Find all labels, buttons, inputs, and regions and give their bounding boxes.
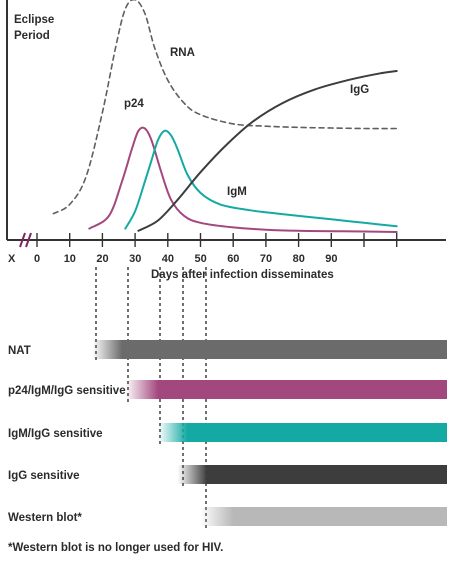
assay-bar-nat — [92, 340, 447, 359]
eclipse-period-annotation-line2: Period — [14, 30, 50, 42]
x-tick-label: 90 — [325, 253, 337, 265]
axis-break-slash — [25, 232, 32, 248]
x-tick-label: 40 — [162, 253, 174, 265]
axis-break-slash — [19, 232, 26, 248]
x-tick-label: 50 — [195, 253, 207, 265]
assay-label: p24/IgM/IgG sensitive — [8, 385, 126, 397]
x-tick-label: X — [8, 253, 16, 265]
assay-label: Western blot* — [8, 512, 82, 524]
x-tick-label: 20 — [96, 253, 108, 265]
x-tick-label: 80 — [293, 253, 305, 265]
rna-series-label: RNA — [170, 47, 195, 59]
igm-series-line — [124, 129, 398, 230]
x-axis-ticks — [36, 233, 398, 247]
x-axis-title: Days after infection disseminates — [151, 269, 334, 281]
assay-detection-bars: NAT p24/IgM/IgG sensitive IgM/IgG sensitiv… — [8, 340, 448, 526]
footnote: *Western blot is no longer used for HIV. — [8, 542, 223, 554]
assay-label: IgM/IgG sensitive — [8, 428, 103, 440]
p24-series-label: p24 — [124, 98, 144, 110]
infection-marker-chart: X 0 10 20 30 40 50 60 70 80 90 Eclipse Period RNA … — [6, 0, 446, 281]
x-tick-label: 70 — [260, 253, 272, 265]
assay-bar-igm-igg-sensitive — [157, 423, 448, 442]
assay-label: NAT — [8, 345, 31, 357]
x-tick-label: 10 — [64, 253, 76, 265]
assay-bar-igg-sensitive — [177, 465, 448, 484]
assay-label: IgG sensitive — [8, 470, 80, 482]
rna-series-line — [52, 0, 398, 215]
x-tick-label: 60 — [227, 253, 239, 265]
axis-break-mark — [19, 232, 32, 248]
x-tick-label: 0 — [34, 253, 40, 265]
assay-bar-western-blot — [200, 507, 447, 526]
p24-series-line — [88, 126, 398, 233]
x-axis-tick-labels: X 0 10 20 30 40 50 60 70 80 90 — [8, 253, 338, 265]
x-tick-label: 30 — [129, 253, 141, 265]
eclipse-period-annotation-line1: Eclipse — [14, 14, 54, 26]
igg-series-label: IgG — [350, 84, 369, 96]
igm-series-label: IgM — [227, 186, 247, 198]
series-layer — [52, 0, 398, 233]
assay-bar-p24-igm-igg-sensitive — [125, 380, 447, 399]
igg-series-line — [137, 70, 398, 232]
